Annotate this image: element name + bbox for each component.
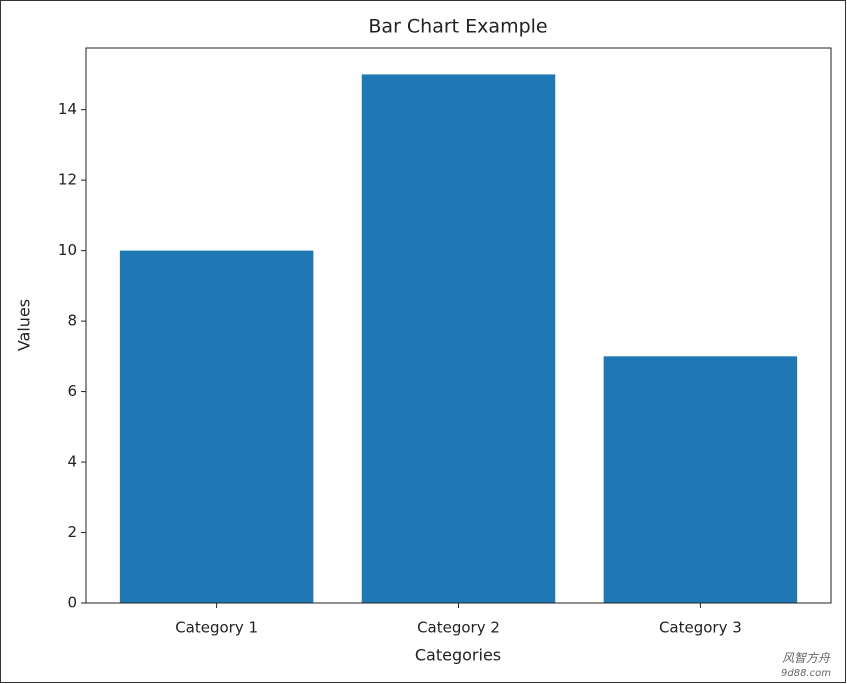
- x-axis-label: Categories: [415, 646, 501, 665]
- bar: [603, 356, 798, 603]
- y-tick-label: 8: [67, 312, 77, 330]
- y-axis-label: Values: [15, 299, 34, 351]
- x-tick-label: Category 1: [175, 619, 258, 637]
- y-tick-label: 4: [67, 453, 77, 471]
- y-tick-label: 6: [67, 382, 77, 400]
- x-tick-label: Category 2: [417, 619, 500, 637]
- watermark-site: 9d88.com: [781, 668, 831, 679]
- y-tick-label: 2: [67, 523, 77, 541]
- plot-frame: [85, 47, 832, 604]
- x-tick-label: Category 3: [659, 619, 742, 637]
- y-tick-label: 12: [58, 171, 77, 189]
- y-tick-label: 14: [58, 100, 77, 118]
- watermark-name: 风智方舟: [782, 651, 831, 665]
- chart-title: Bar Chart Example: [368, 16, 547, 38]
- y-tick-label: 0: [67, 594, 77, 612]
- bar: [361, 74, 556, 603]
- bar: [119, 250, 314, 603]
- y-tick-label: 10: [58, 241, 77, 259]
